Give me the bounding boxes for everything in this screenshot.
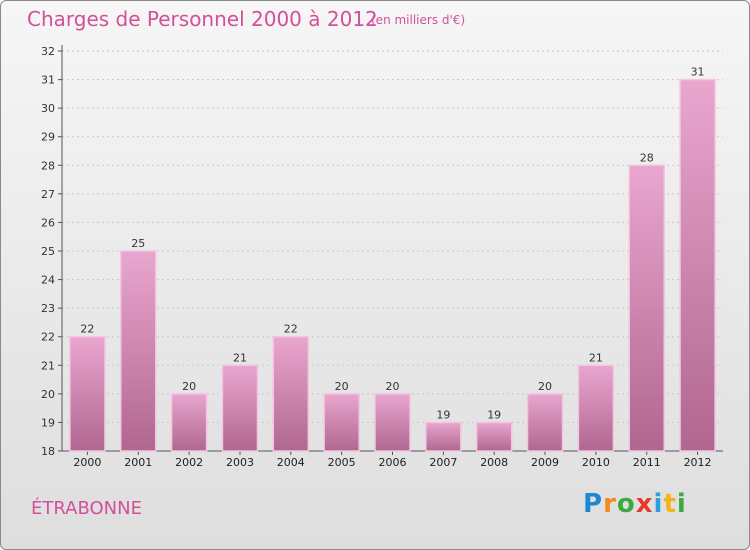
- x-tick-label-2012: 2012: [684, 456, 712, 469]
- bar-2009: [526, 393, 564, 452]
- x-tick-label-2003: 2003: [226, 456, 254, 469]
- data-label-2009: 20: [538, 380, 552, 393]
- y-tick-label: 27: [41, 188, 55, 201]
- bar-2003: [221, 364, 259, 452]
- bar-2010: [577, 364, 615, 452]
- bar-2004: [272, 335, 310, 452]
- data-label-2012: 31: [691, 66, 705, 79]
- y-tick-label: 25: [41, 245, 55, 258]
- data-label-2000: 22: [80, 323, 94, 336]
- y-tick-label: 24: [41, 274, 55, 287]
- data-label-2002: 20: [182, 380, 196, 393]
- bar-2002: [170, 393, 208, 452]
- data-label-2001: 25: [131, 237, 145, 250]
- x-tick-label-2005: 2005: [328, 456, 356, 469]
- x-tick-label-2007: 2007: [429, 456, 457, 469]
- x-tick-label-2006: 2006: [379, 456, 407, 469]
- bars: [69, 78, 716, 452]
- y-tick-label: 28: [41, 159, 55, 172]
- x-tick-label-2008: 2008: [480, 456, 508, 469]
- y-tick-label: 20: [41, 388, 55, 401]
- bar-2012: [679, 78, 716, 452]
- bar-2001: [120, 250, 157, 452]
- x-tick-label-2010: 2010: [582, 456, 610, 469]
- bar-2011: [628, 164, 665, 452]
- y-tick-label: 21: [41, 359, 55, 372]
- labels: 18 19 20 21 22 23 24 25 26 27 28 29 30 31 32 22 2000 25 20…: [41, 45, 712, 469]
- y-tick-label: 26: [41, 216, 55, 229]
- data-label-2007: 19: [436, 408, 450, 421]
- chart-title: Charges de Personnel 2000 à 2012: [27, 7, 378, 31]
- y-tick-label: 23: [41, 302, 55, 315]
- y-tick-label: 30: [41, 102, 55, 115]
- proxiti-logo[interactable]: Proxiti: [583, 489, 687, 519]
- y-tick-label: 18: [41, 445, 55, 458]
- data-label-2004: 22: [284, 323, 298, 336]
- commune-name: ÉTRABONNE: [31, 498, 142, 519]
- data-label-2005: 20: [335, 380, 349, 393]
- chart-subtitle: (en milliers d'€): [371, 13, 466, 27]
- bar-2006: [374, 393, 411, 452]
- y-tick-label: 32: [41, 45, 55, 58]
- x-tick-label-2002: 2002: [175, 456, 203, 469]
- y-tick-label: 19: [41, 416, 55, 429]
- data-label-2006: 20: [386, 380, 400, 393]
- x-tick-label-2000: 2000: [73, 456, 101, 469]
- y-tick-label: 22: [41, 331, 55, 344]
- x-tick-label-2011: 2011: [633, 456, 661, 469]
- data-label-2008: 19: [487, 408, 501, 421]
- data-label-2003: 21: [233, 351, 247, 364]
- data-label-2010: 21: [589, 351, 603, 364]
- y-tick-label: 29: [41, 131, 55, 144]
- data-label-2011: 28: [640, 151, 654, 164]
- x-tick-label-2009: 2009: [531, 456, 559, 469]
- bar-2007: [425, 421, 462, 452]
- x-tick-label-2001: 2001: [124, 456, 152, 469]
- bar-2008: [475, 421, 513, 452]
- bar-2005: [323, 393, 360, 452]
- x-tick-label-2004: 2004: [277, 456, 305, 469]
- bar-2000: [69, 335, 106, 452]
- y-tick-label: 31: [41, 74, 55, 87]
